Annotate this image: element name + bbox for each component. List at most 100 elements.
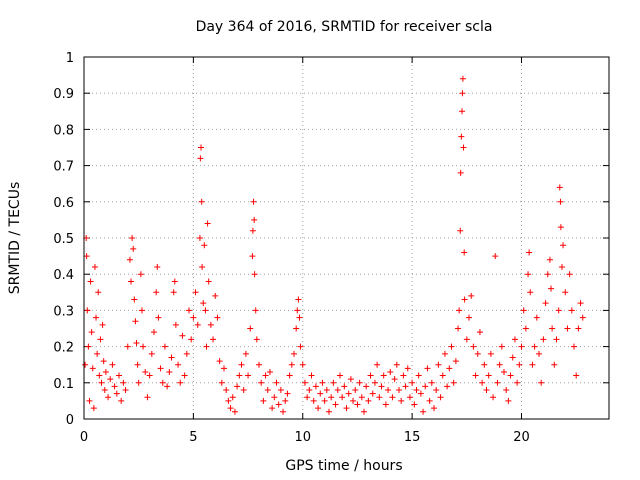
data-point <box>249 253 256 260</box>
data-point <box>201 242 208 249</box>
data-point <box>142 368 149 375</box>
y-tick-label: 0.3 <box>53 304 74 319</box>
data-point <box>336 372 343 379</box>
data-point <box>356 379 363 386</box>
data-point <box>461 249 468 256</box>
data-point <box>202 307 209 314</box>
x-tick-label: 5 <box>189 430 197 445</box>
data-point <box>166 368 173 375</box>
data-point <box>557 224 564 231</box>
data-point <box>190 314 197 321</box>
data-point <box>457 227 464 234</box>
data-point <box>194 321 201 328</box>
data-point <box>485 372 492 379</box>
data-point <box>87 278 94 285</box>
data-point <box>144 394 151 401</box>
data-point <box>352 387 359 394</box>
data-point <box>558 263 565 270</box>
data-point <box>266 368 273 375</box>
data-point <box>431 405 437 412</box>
data-point <box>487 350 494 357</box>
data-point <box>308 372 315 379</box>
data-point <box>483 387 490 394</box>
data-point <box>536 350 542 357</box>
data-point <box>496 361 503 368</box>
data-point <box>252 307 259 314</box>
data-point <box>474 350 481 357</box>
data-point <box>249 227 256 234</box>
data-point <box>568 307 575 314</box>
data-point <box>345 390 352 397</box>
data-point <box>560 242 567 249</box>
y-tick-label: 0.5 <box>53 232 74 247</box>
data-point <box>520 307 527 314</box>
data-point <box>347 376 354 383</box>
data-point <box>526 249 533 256</box>
data-point <box>367 372 374 379</box>
data-point <box>210 336 217 343</box>
data-point <box>406 394 413 401</box>
data-point <box>295 296 302 303</box>
data-point <box>91 263 98 270</box>
data-point <box>98 379 105 386</box>
data-point <box>341 383 348 390</box>
data-point <box>86 397 93 404</box>
data-point <box>476 329 483 336</box>
data-point <box>200 300 207 307</box>
data-point <box>84 307 91 314</box>
data-point <box>126 256 133 263</box>
data-point <box>137 271 144 278</box>
data-point <box>514 379 521 386</box>
data-point <box>448 343 455 350</box>
data-point <box>411 401 418 408</box>
data-point <box>328 394 335 401</box>
data-point <box>83 253 90 260</box>
data-point <box>203 343 210 350</box>
data-point <box>422 383 429 390</box>
data-point <box>498 343 505 350</box>
data-point <box>553 336 560 343</box>
data-point <box>501 368 507 375</box>
data-point <box>494 379 501 386</box>
data-point <box>339 394 346 401</box>
data-point <box>157 365 164 372</box>
y-axis-label: SRMTID / TECUs <box>7 182 23 295</box>
data-point <box>161 343 168 350</box>
data-point <box>566 271 573 278</box>
y-tick-label: 0.1 <box>53 377 74 392</box>
data-point <box>273 379 280 386</box>
data-point <box>124 343 131 350</box>
data-point <box>100 358 107 365</box>
data-point <box>369 390 376 397</box>
data-point <box>120 379 127 386</box>
data-point <box>118 397 125 404</box>
grid-lines <box>84 57 609 419</box>
data-point <box>450 379 457 386</box>
x-tick-label: 10 <box>294 430 311 445</box>
data-point <box>99 321 106 328</box>
data-point <box>231 408 238 415</box>
data-point <box>374 361 381 368</box>
data-point <box>242 350 249 357</box>
data-point <box>280 408 287 415</box>
data-point <box>409 379 416 386</box>
data-point <box>175 361 182 368</box>
data-point <box>181 372 188 379</box>
data-point <box>131 296 138 303</box>
data-point <box>250 198 257 205</box>
data-point <box>177 379 184 386</box>
data-point <box>186 307 192 314</box>
data-point <box>458 133 465 140</box>
data-point <box>503 387 510 394</box>
data-point <box>134 361 141 368</box>
data-point <box>205 278 212 285</box>
data-point <box>214 314 221 321</box>
data-point <box>188 336 195 343</box>
chart-title: Day 364 of 2016, SRMTID for receiver scl… <box>196 19 493 35</box>
data-point <box>439 372 446 379</box>
data-point <box>155 314 162 321</box>
data-point <box>389 394 396 401</box>
data-point <box>133 339 140 346</box>
data-point <box>579 314 586 321</box>
data-point <box>317 390 324 397</box>
